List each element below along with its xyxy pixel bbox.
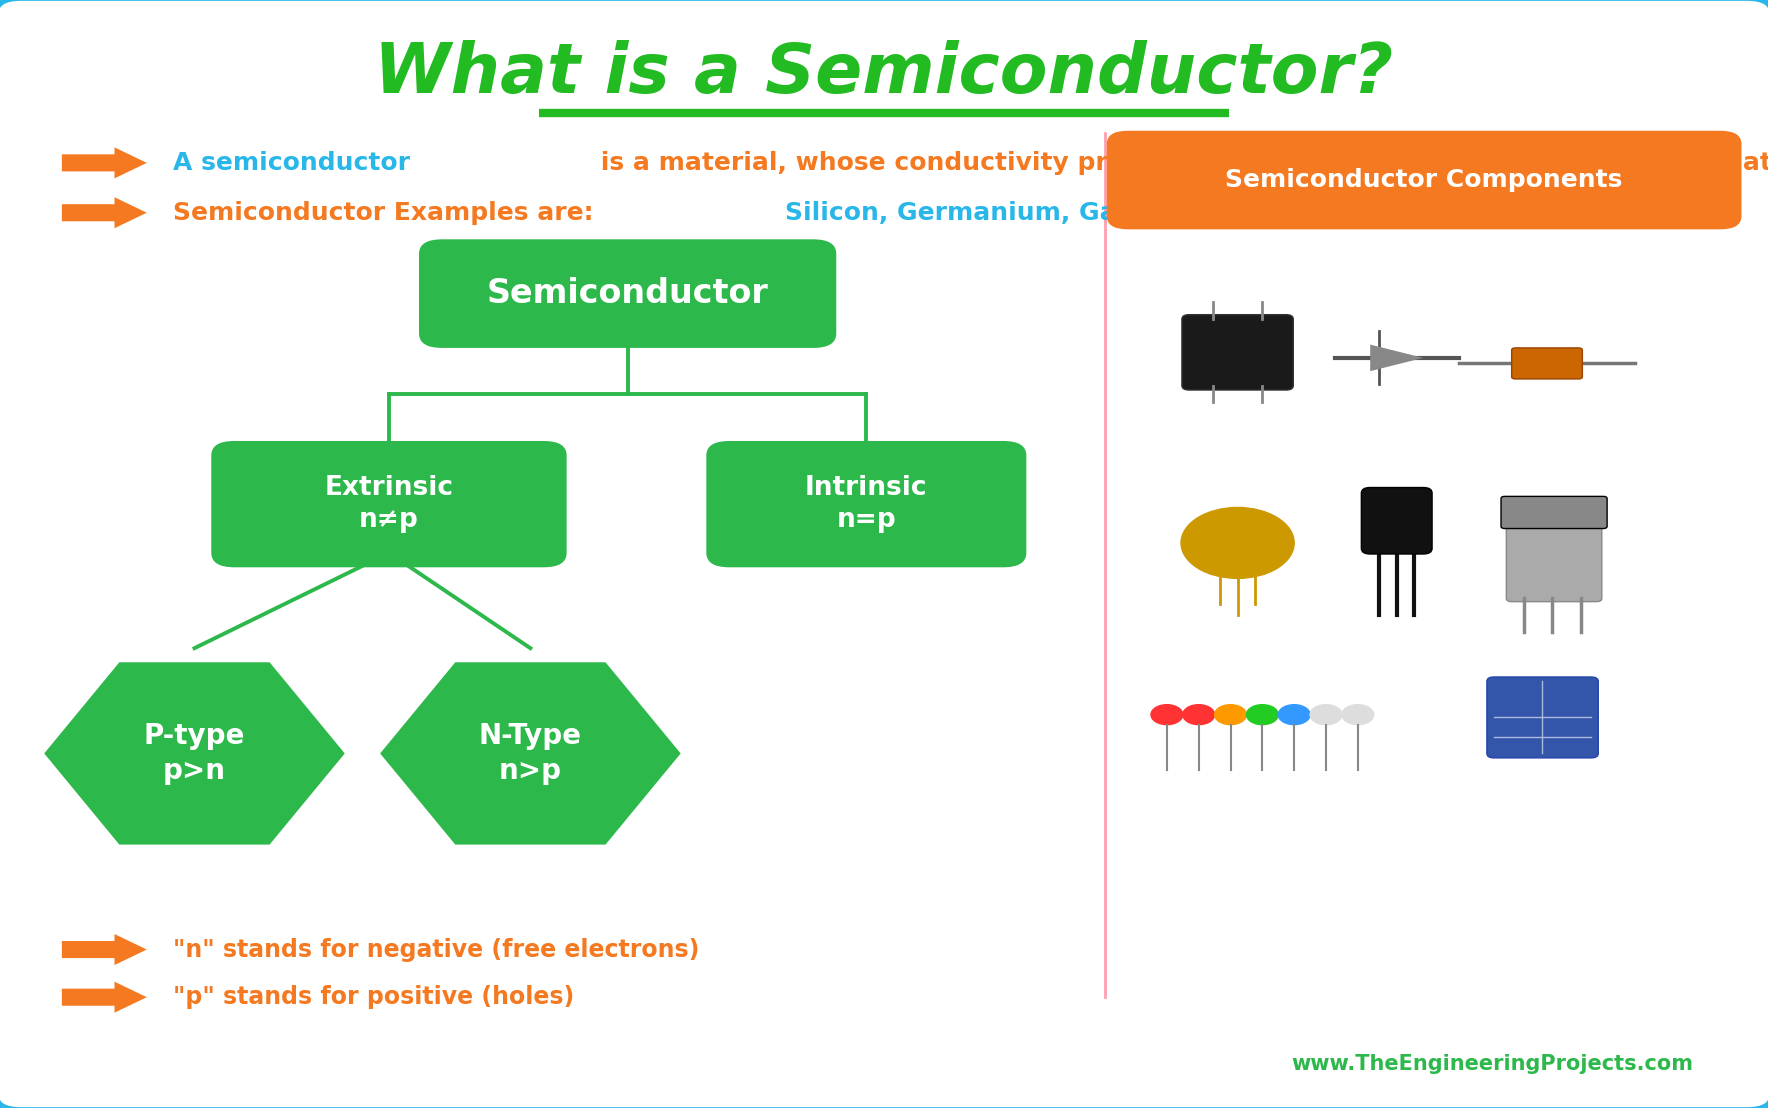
Text: Semiconductor: Semiconductor — [486, 277, 769, 310]
Circle shape — [1183, 705, 1215, 725]
Circle shape — [1310, 705, 1342, 725]
Circle shape — [1215, 705, 1246, 725]
Polygon shape — [380, 663, 681, 844]
Text: Semiconductor Examples are:: Semiconductor Examples are: — [173, 201, 603, 225]
Text: www.TheEngineeringProjects.com: www.TheEngineeringProjects.com — [1292, 1054, 1694, 1074]
Circle shape — [1181, 507, 1294, 578]
FancyBboxPatch shape — [705, 441, 1027, 567]
Polygon shape — [62, 982, 147, 1013]
Text: "n" stands for negative (free electrons): "n" stands for negative (free electrons) — [173, 937, 700, 962]
FancyBboxPatch shape — [1361, 488, 1432, 554]
FancyBboxPatch shape — [1107, 131, 1741, 229]
FancyBboxPatch shape — [1487, 677, 1598, 758]
FancyBboxPatch shape — [1506, 523, 1602, 602]
Circle shape — [1278, 705, 1310, 725]
Text: Semiconductor Components: Semiconductor Components — [1225, 168, 1623, 192]
Circle shape — [1151, 705, 1183, 725]
Text: N-Type
n>p: N-Type n>p — [479, 722, 582, 784]
Text: is a material, whose conductivity properties lie between the conductor and insul: is a material, whose conductivity proper… — [592, 151, 1768, 175]
Text: Silicon, Germanium, Gallium Arsenide etc.: Silicon, Germanium, Gallium Arsenide etc… — [785, 201, 1383, 225]
FancyBboxPatch shape — [1181, 315, 1294, 390]
FancyBboxPatch shape — [419, 239, 836, 348]
FancyBboxPatch shape — [1512, 348, 1582, 379]
Text: A semiconductor: A semiconductor — [173, 151, 410, 175]
Text: P-type
p>n: P-type p>n — [143, 722, 246, 784]
Text: "p" stands for positive (holes): "p" stands for positive (holes) — [173, 985, 575, 1009]
Text: What is a Semiconductor?: What is a Semiconductor? — [375, 40, 1393, 106]
FancyBboxPatch shape — [1501, 496, 1607, 529]
Polygon shape — [1370, 345, 1423, 371]
Text: Extrinsic
n≠p: Extrinsic n≠p — [325, 475, 453, 533]
Polygon shape — [62, 934, 147, 965]
Circle shape — [1246, 705, 1278, 725]
Polygon shape — [62, 197, 147, 228]
Polygon shape — [62, 147, 147, 178]
Circle shape — [1342, 705, 1374, 725]
Polygon shape — [44, 663, 345, 844]
Text: Intrinsic
n=p: Intrinsic n=p — [804, 475, 928, 533]
FancyBboxPatch shape — [212, 441, 566, 567]
